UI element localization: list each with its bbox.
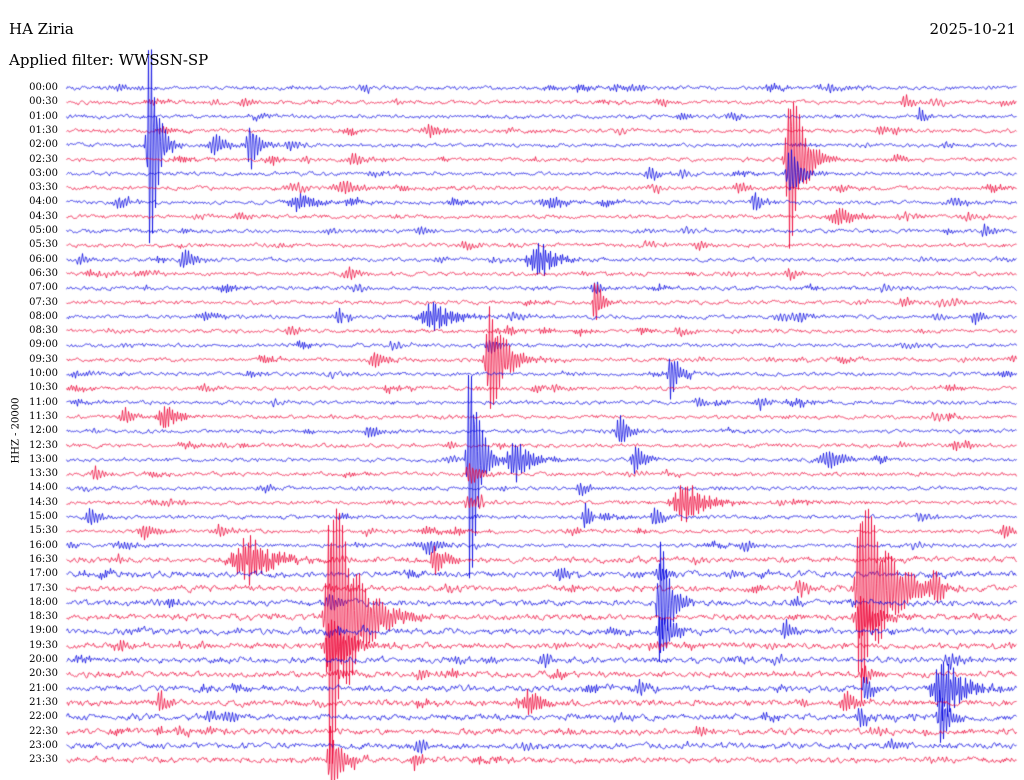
seismogram-page: HA Ziria Applied filter: WWSSN-SP 2025-1…	[0, 0, 1024, 780]
seismogram-canvas	[0, 0, 1024, 780]
